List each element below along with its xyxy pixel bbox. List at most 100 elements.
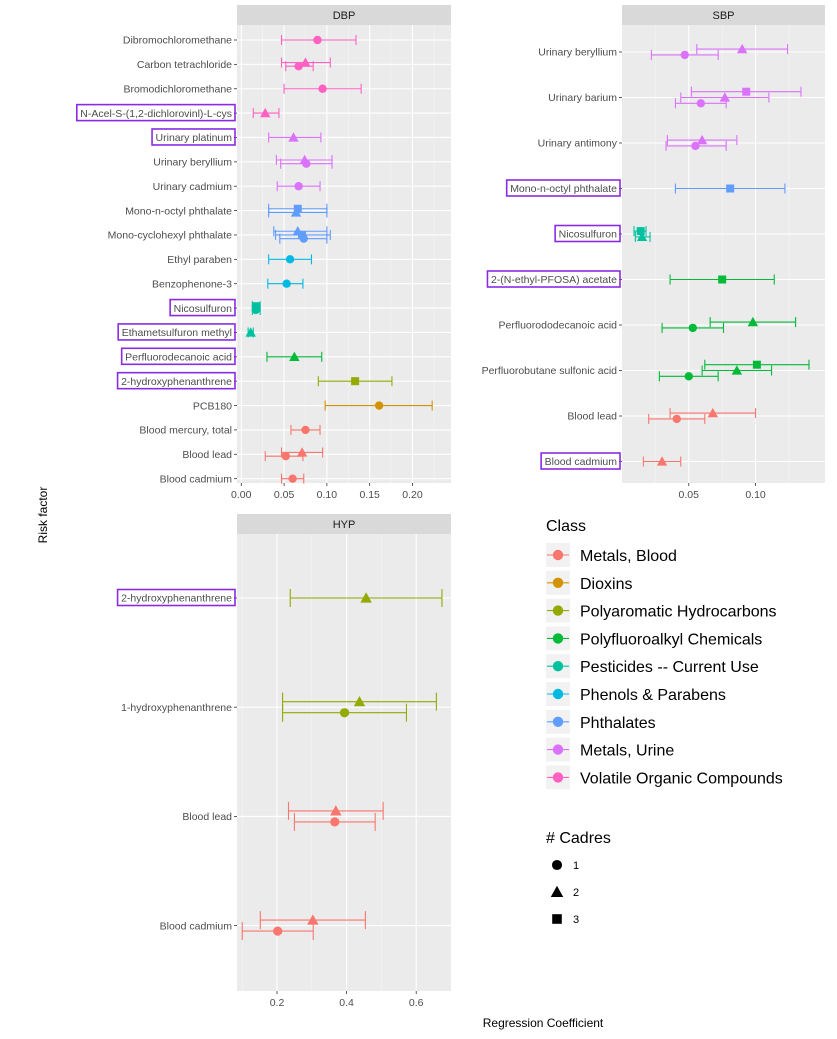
point-polyfluoroalkyl-chemicals-cadre-1 — [661, 322, 725, 333]
point-pesticides-current-use-cadre-2 — [634, 231, 651, 242]
point-marker — [672, 414, 681, 424]
factor-perfluorobutane-sulfonic-acid: Perfluorobutane sulfonic acid — [482, 359, 825, 382]
point-marker — [318, 84, 327, 93]
factor-mono-n-octyl-phthalate: Mono-n-octyl phthalate — [125, 203, 451, 218]
highlight-box — [554, 224, 621, 243]
point-marker — [290, 207, 302, 217]
point-marker — [285, 255, 295, 264]
legend-item-dioxins: Dioxins — [546, 570, 632, 595]
y-axis-title: Risk factor — [36, 487, 50, 544]
highlight-box — [116, 588, 236, 607]
panel-background — [237, 25, 451, 483]
y-tick-label: Blood cadmium — [160, 473, 233, 485]
point-marker — [680, 50, 689, 60]
highlight-box — [120, 347, 236, 366]
y-tick-label: Blood lead — [182, 811, 232, 823]
point-metals-urine-cadre-1 — [280, 158, 333, 169]
point-marker — [281, 451, 290, 461]
point-metals-blood-cadre-2 — [642, 456, 682, 467]
panel-title: SBP — [712, 10, 734, 22]
point-polyaromatic-hydrocarbons-cadre-2 — [289, 589, 443, 607]
point-polyfluoroalkyl-chemicals-cadre-2 — [266, 351, 323, 362]
point-volatile-organic-compounds-cadre-1 — [285, 61, 314, 72]
legend-shape-triangle: 2 — [550, 885, 579, 899]
y-tick-label: Urinary antimony — [538, 138, 618, 150]
factor-urinary-antimony: Urinary antimony — [538, 134, 825, 151]
factor-blood-lead: Blood lead — [182, 801, 451, 831]
y-tick-label: 1-hydroxyphenanthrene — [121, 702, 232, 714]
legend: Class # Cadres Metals, Blood Dioxins Polya… — [546, 518, 783, 926]
panel-hyp: HYP 0.2 0.4 0.6 2-hydroxyphenanthrene 1-hydro… — [116, 514, 451, 1009]
y-tick-label: Ethyl paraben — [167, 254, 232, 266]
point-metals-blood-cadre-1 — [241, 922, 314, 941]
y-tick-label: Blood lead — [567, 411, 617, 423]
point-marker — [688, 323, 697, 333]
x-tick-label: 0.2 — [270, 997, 285, 1009]
point-volatile-organic-compounds-cadre-2 — [280, 57, 331, 68]
factor-urinary-platinum: Urinary platinum — [151, 128, 451, 146]
point-phthalates-cadre-1 — [279, 233, 328, 244]
y-tick-label: Nicosulfuron — [559, 229, 618, 241]
point-volatile-organic-compounds-cadre-1 — [280, 35, 357, 45]
point-metals-urine-cadre-1 — [665, 140, 727, 151]
point-marker — [245, 327, 256, 337]
point-metals-urine-cadre-2 — [268, 132, 322, 143]
y-tick-label: Urinary beryllium — [153, 157, 232, 169]
legend-key-point — [552, 661, 564, 672]
y-tick-label: Dibromochloromethane — [123, 35, 232, 47]
point-metals-blood-cadre-2 — [280, 447, 324, 458]
y-tick-label: Ethametsulfuron methyl — [122, 327, 232, 339]
panel-title: HYP — [333, 519, 356, 531]
legend-item-pesticides-current-use: Pesticides -- Current Use — [546, 654, 759, 679]
legend-shape-label: 3 — [573, 914, 579, 926]
factor-perfluorododecanoic-acid: Perfluorododecanoic acid — [499, 316, 825, 333]
point-marker — [273, 926, 283, 936]
factor-urinary-beryllium: Urinary beryllium — [538, 43, 825, 60]
point-marker — [374, 401, 384, 410]
legend-shape-marker — [551, 859, 563, 871]
point-polyfluoroalkyl-chemicals-cadre-1 — [658, 371, 719, 382]
legend-shape-marker — [552, 914, 562, 924]
highlight-box — [117, 323, 236, 341]
point-metals-blood-cadre-1 — [280, 473, 305, 484]
panel-strip — [237, 5, 451, 25]
factor-carbon-tetrachloride: Carbon tetrachloride — [137, 57, 451, 72]
legend-key-point — [552, 549, 564, 561]
point-polyaromatic-hydrocarbons-cadre-3 — [317, 376, 393, 387]
factor-pcb180: PCB180 — [193, 400, 451, 412]
point-marker — [726, 184, 735, 193]
x-tick-label: 0.6 — [409, 997, 424, 1009]
factor-ethametsulfuron-methyl: Ethametsulfuron methyl — [117, 323, 451, 341]
point-metals-urine-cadre-2 — [696, 43, 789, 55]
point-marker — [707, 407, 719, 418]
legend-key-point — [552, 716, 564, 727]
point-polyfluoroalkyl-chemicals-cadre-2 — [701, 365, 773, 376]
point-marker — [747, 316, 759, 327]
y-tick-label: Urinary platinum — [156, 132, 233, 144]
legend-label: Pesticides -- Current Use — [580, 659, 759, 676]
factor-blood-cadmium: Blood cadmium — [160, 473, 451, 485]
highlight-box — [169, 298, 236, 317]
point-metals-urine-cadre-1 — [650, 49, 719, 60]
point-marker — [636, 231, 648, 242]
y-tick-label: N-Acel-S-(1,2-dichlorovinl)-L-cys — [80, 108, 232, 120]
y-tick-label: 2-hydroxyphenanthrene — [121, 593, 232, 605]
point-marker — [636, 227, 645, 236]
factor-nicosulfuron: Nicosulfuron — [169, 298, 451, 317]
point-dioxins-cadre-1 — [324, 400, 433, 411]
point-marker — [742, 87, 751, 96]
legend-key-point — [552, 688, 564, 700]
x-tick-label: 0.05 — [679, 489, 700, 501]
point-marker — [293, 204, 302, 213]
legend-label: Phenols & Parabens — [580, 687, 726, 704]
y-tick-label: Carbon tetrachloride — [137, 59, 232, 71]
factor-2-n-ethyl-pfosa-acetate: 2-(N-ethyl-PFOSA) acetate — [486, 270, 825, 288]
legend-item-phthalates: Phthalates — [546, 709, 656, 734]
point-marker — [251, 305, 261, 315]
legend-label: Polyaromatic Hydrocarbons — [580, 604, 777, 621]
point-pesticides-current-use-cadre-1 — [251, 304, 261, 315]
x-tick-label: 0.20 — [402, 489, 423, 501]
factor-urinary-beryllium: Urinary beryllium — [153, 154, 451, 169]
point-phenols-parabens-cadre-1 — [267, 278, 304, 289]
point-marker — [339, 708, 350, 718]
